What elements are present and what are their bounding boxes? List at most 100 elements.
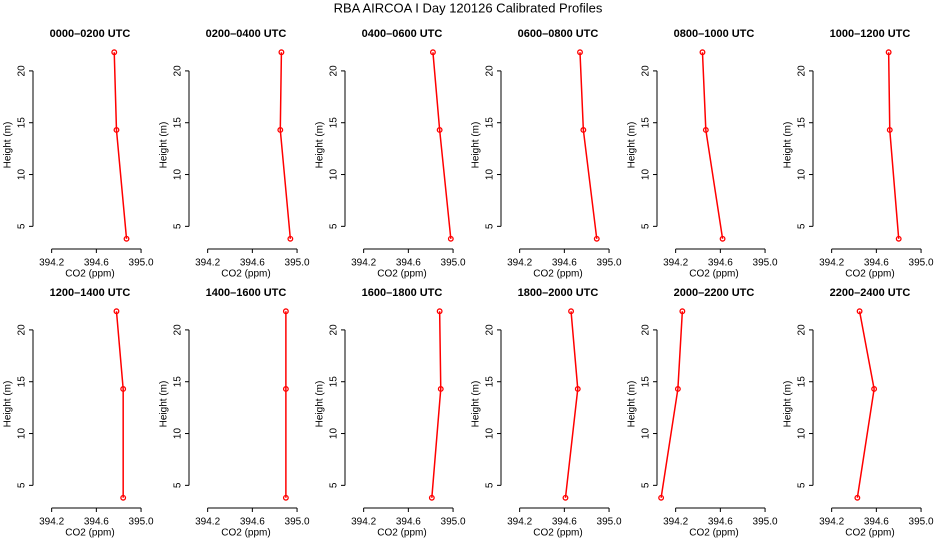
x-tick-label: 394.2 (663, 258, 688, 269)
y-axis-label: Height (m) (783, 381, 794, 428)
x-axis-label: CO2 (ppm) (221, 528, 270, 539)
y-tick-label: 10 (329, 428, 340, 440)
x-axis-label: CO2 (ppm) (65, 528, 114, 539)
y-tick-label: 10 (173, 169, 184, 181)
y-tick-label: 5 (173, 223, 184, 229)
profile-point (282, 308, 289, 315)
y-tick-label: 10 (17, 169, 28, 181)
profile-point (886, 127, 893, 133)
x-tick-label: 394.6 (552, 517, 577, 528)
y-tick-label: 15 (17, 376, 28, 388)
y-tick-label: 5 (329, 482, 340, 488)
y-tick-label: 15 (485, 376, 496, 388)
profile-line (564, 311, 579, 498)
profile-point (871, 386, 878, 392)
x-tick-label: 394.2 (819, 258, 844, 269)
y-axis-label: Height (m) (471, 381, 482, 428)
y-axis-label: Height (m) (627, 381, 638, 428)
x-tick-label: 395.0 (597, 517, 622, 528)
x-axis-label: CO2 (ppm) (845, 528, 894, 539)
x-tick-label: 394.2 (507, 517, 532, 528)
panel-title: 0800–1000 UTC (674, 28, 755, 40)
x-tick-label: 394.6 (708, 517, 733, 528)
profile-point (429, 49, 436, 56)
y-axis-label: Height (m) (3, 381, 14, 428)
profile-point (580, 127, 587, 133)
x-tick-label: 395.0 (597, 258, 622, 269)
y-tick-label: 10 (797, 169, 808, 181)
y-axis-label: Height (m) (783, 122, 794, 169)
profile-point (885, 49, 892, 56)
profile-point (287, 235, 294, 242)
x-tick-label: 394.6 (864, 517, 889, 528)
profile-point (278, 49, 285, 56)
x-tick-label: 395.0 (753, 517, 778, 528)
profile-line (579, 52, 598, 239)
profile-point (895, 235, 902, 242)
y-tick-label: 20 (173, 65, 184, 77)
x-tick-label: 395.0 (129, 517, 154, 528)
y-tick-label: 20 (173, 324, 184, 336)
y-tick-label: 20 (17, 324, 28, 336)
y-tick-label: 15 (641, 117, 652, 129)
y-axis-label: Height (m) (315, 122, 326, 169)
profile-point (113, 127, 120, 133)
profile-line (856, 311, 875, 498)
profile-point (120, 494, 127, 501)
y-tick-label: 15 (641, 376, 652, 388)
panel-title: 1000–1200 UTC (830, 28, 911, 40)
x-tick-label: 395.0 (285, 517, 310, 528)
profile-point (574, 386, 581, 392)
x-tick-label: 394.6 (84, 258, 109, 269)
panel-title: 1200–1400 UTC (50, 287, 131, 299)
profile-line (660, 311, 684, 498)
profile-point (702, 127, 709, 133)
x-axis-label: CO2 (ppm) (221, 269, 270, 280)
panel-title: 0400–0600 UTC (362, 28, 443, 40)
profile-point (111, 49, 118, 56)
x-tick-label: 395.0 (753, 258, 778, 269)
profile-line (887, 52, 900, 239)
x-axis-label: CO2 (ppm) (533, 269, 582, 280)
y-tick-label: 15 (485, 117, 496, 129)
y-tick-label: 5 (173, 482, 184, 488)
y-axis-label: Height (m) (627, 122, 638, 169)
profile-line (431, 311, 442, 498)
panel-title: 2200–2400 UTC (830, 287, 911, 299)
x-tick-label: 394.2 (195, 258, 220, 269)
profile-line (279, 52, 292, 239)
profile-point (679, 308, 686, 315)
x-axis-label: CO2 (ppm) (377, 528, 426, 539)
y-tick-label: 15 (797, 376, 808, 388)
profile-point (719, 235, 726, 242)
x-tick-label: 394.2 (39, 258, 64, 269)
y-tick-label: 15 (173, 376, 184, 388)
x-tick-label: 394.2 (663, 517, 688, 528)
profile-point (856, 308, 863, 315)
x-tick-label: 394.6 (240, 517, 265, 528)
y-axis-label: Height (m) (159, 381, 170, 428)
y-tick-label: 5 (641, 482, 652, 488)
x-tick-label: 395.0 (909, 517, 934, 528)
profile-line (701, 52, 724, 239)
profile-point (562, 494, 569, 501)
profile-point (437, 386, 444, 392)
y-tick-label: 5 (641, 223, 652, 229)
profile-line (113, 52, 128, 239)
panel-title: 0600–0800 UTC (518, 28, 599, 40)
profile-point (447, 235, 454, 242)
x-tick-label: 394.2 (819, 517, 844, 528)
y-tick-label: 5 (329, 223, 340, 229)
y-tick-label: 15 (173, 117, 184, 129)
profile-point (113, 308, 120, 315)
profile-point (593, 235, 600, 242)
panel-title: 1800–2000 UTC (518, 287, 599, 299)
x-axis-label: CO2 (ppm) (65, 269, 114, 280)
y-tick-label: 20 (797, 324, 808, 336)
profile-point (658, 494, 665, 501)
x-axis-label: CO2 (ppm) (533, 528, 582, 539)
x-tick-label: 394.6 (240, 258, 265, 269)
y-tick-label: 10 (797, 428, 808, 440)
profile-point (568, 308, 575, 315)
profile-point (277, 127, 284, 133)
